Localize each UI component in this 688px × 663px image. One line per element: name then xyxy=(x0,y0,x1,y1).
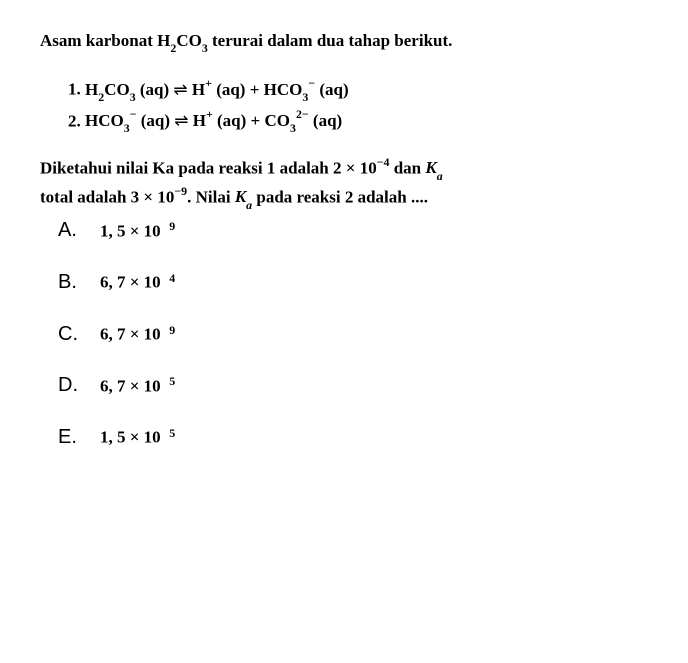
ka-symbol-1: Ka xyxy=(425,158,442,177)
option-e: E. 1, 5 × 10 5 xyxy=(58,425,648,449)
option-d-value: 6, 7 × 10 5 xyxy=(100,374,175,397)
info-text: Diketahui nilai Ka pada reaksi 1 adalah … xyxy=(40,155,648,213)
info-line2c: pada reaksi 2 adalah .... xyxy=(252,187,428,206)
option-b-letter: B. xyxy=(58,271,100,294)
info-exp2: −9 xyxy=(174,184,187,198)
option-a: A. 1, 5 × 10 9 xyxy=(58,219,648,243)
eq1-content: H2CO3 (aq) ⇌ H+ (aq) + HCO3− (aq) xyxy=(85,80,349,99)
info-line1b: dan xyxy=(389,158,425,177)
option-b-value: 6, 7 × 10 4 xyxy=(100,270,175,293)
option-b: B. 6, 7 × 10 4 xyxy=(58,270,648,294)
equation-block: 1. H2CO3 (aq) ⇌ H+ (aq) + HCO3− (aq) 2. … xyxy=(68,74,648,137)
info-line2a: total adalah 3 × 10 xyxy=(40,187,174,206)
option-a-letter: A. xyxy=(58,219,100,242)
info-line2b: . Nilai xyxy=(187,187,235,206)
option-c-letter: C. xyxy=(58,323,100,346)
option-c-value: 6, 7 × 10 9 xyxy=(100,322,175,345)
option-a-value: 1, 5 × 10 9 xyxy=(100,219,175,242)
intro-suffix: terurai dalam dua tahap berikut. xyxy=(208,31,453,50)
eq2-content: HCO3− (aq) ⇌ H+ (aq) + CO32− (aq) xyxy=(85,111,342,130)
info-line1a: Diketahui nilai Ka pada reaksi 1 adalah … xyxy=(40,158,377,177)
intro-formula: H2CO3 xyxy=(157,31,208,50)
option-c: C. 6, 7 × 10 9 xyxy=(58,322,648,346)
option-e-letter: E. xyxy=(58,426,100,449)
info-exp1: −4 xyxy=(377,155,390,169)
equation-1: 1. H2CO3 (aq) ⇌ H+ (aq) + HCO3− (aq) xyxy=(68,74,648,105)
eq1-num: 1. xyxy=(68,80,85,99)
option-e-value: 1, 5 × 10 5 xyxy=(100,425,175,448)
ka-symbol-2: Ka xyxy=(235,187,252,206)
equation-2: 2. HCO3− (aq) ⇌ H+ (aq) + CO32− (aq) xyxy=(68,106,648,137)
question-intro: Asam karbonat H2CO3 terurai dalam dua ta… xyxy=(40,28,648,56)
option-d-letter: D. xyxy=(58,374,100,397)
eq2-num: 2. xyxy=(68,111,85,130)
options-list: A. 1, 5 × 10 9 B. 6, 7 × 10 4 C. 6, 7 × … xyxy=(58,219,648,449)
option-d: D. 6, 7 × 10 5 xyxy=(58,374,648,398)
intro-prefix: Asam karbonat xyxy=(40,31,157,50)
